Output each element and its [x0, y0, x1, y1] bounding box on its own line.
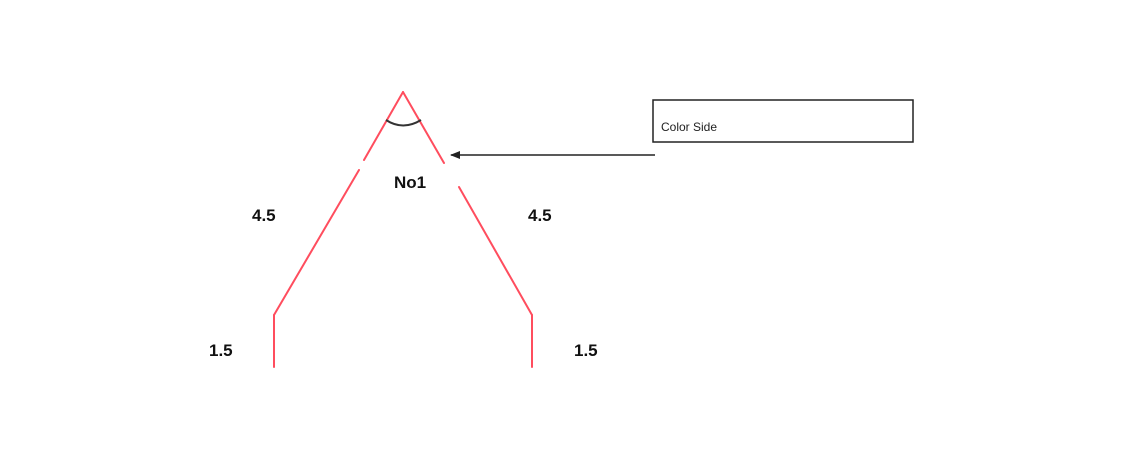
- callout-text: Color Side: [661, 120, 717, 134]
- profile-shape: [273, 91, 533, 368]
- left-upper-length-label: 4.5: [252, 206, 276, 225]
- left-upper-segment-lower-part: [273, 169, 360, 316]
- left-lower-length-label: 1.5: [209, 341, 233, 360]
- right-upper-length-label: 4.5: [528, 206, 552, 225]
- callout-box: [652, 99, 914, 143]
- apex-angle-arc: [385, 119, 422, 127]
- right-lower-length-label: 1.5: [574, 341, 598, 360]
- right-upper-segment-upper-part: [402, 91, 445, 164]
- shape-label: No1: [394, 173, 426, 192]
- left-upper-segment-upper-part: [363, 91, 404, 161]
- right-upper-segment-lower-part: [458, 186, 533, 316]
